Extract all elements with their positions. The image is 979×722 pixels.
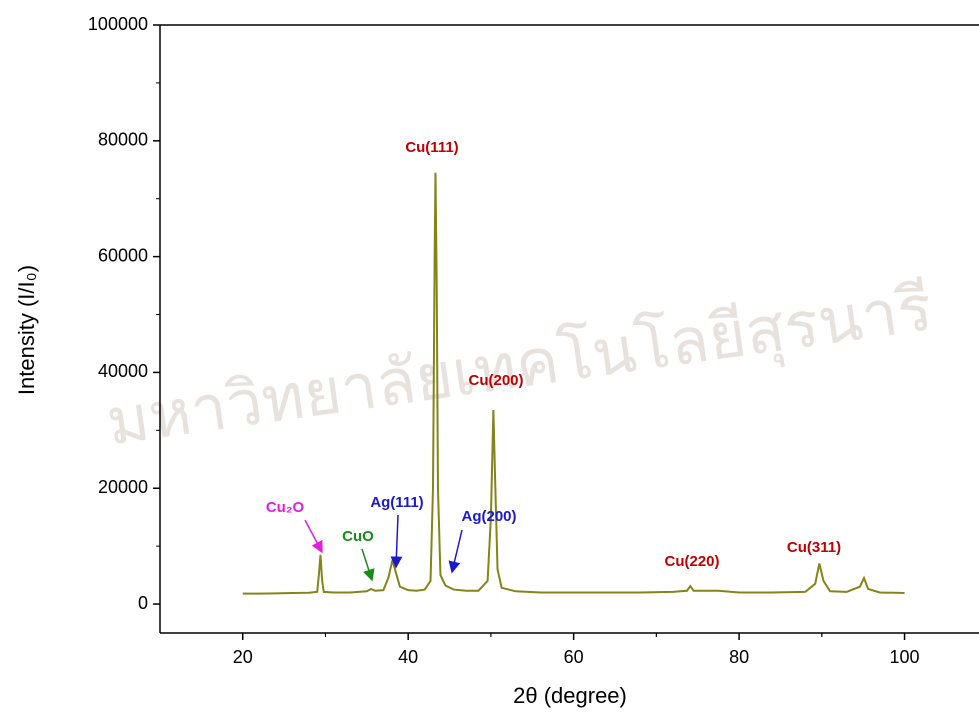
y-tick-label: 0 [138, 593, 148, 613]
annotation: Cu(311) [787, 539, 841, 556]
y-tick-label: 20000 [98, 477, 148, 497]
annotation: Cu(220) [664, 553, 719, 570]
annotation: CuO [342, 528, 374, 545]
y-tick-label: 100000 [88, 14, 148, 34]
y-axis-label: Intensity (I/I₀) [14, 265, 39, 395]
annotation: Cu(200) [468, 372, 523, 389]
y-tick-label: 60000 [98, 245, 148, 265]
annotation-arrow [452, 530, 462, 572]
annotation-arrow [362, 549, 372, 580]
annotation-arrow [396, 515, 398, 567]
y-tick-label: 80000 [98, 130, 148, 150]
x-axis-label: 2θ (degree) [513, 683, 627, 708]
watermark: มหาวิทยาลัยเทคโนโลยีสุรนารี [102, 271, 937, 461]
y-tick-label: 40000 [98, 361, 148, 381]
chart: มหาวิทยาลัยเทคโนโลยีสุรนารี 2θ (degree) … [0, 0, 979, 717]
annotation: Ag(111) [370, 494, 423, 511]
x-tick-label: 60 [564, 647, 584, 667]
x-tick-label: 20 [233, 647, 253, 667]
x-tick-label: 80 [729, 647, 749, 667]
x-tick-label: 100 [890, 647, 920, 667]
annotation-arrow [305, 520, 322, 552]
annotation: Cu₂O [266, 499, 305, 516]
x-tick-label: 40 [398, 647, 418, 667]
annotation: Cu(111) [405, 139, 458, 156]
annotation: Ag(200) [461, 508, 516, 525]
